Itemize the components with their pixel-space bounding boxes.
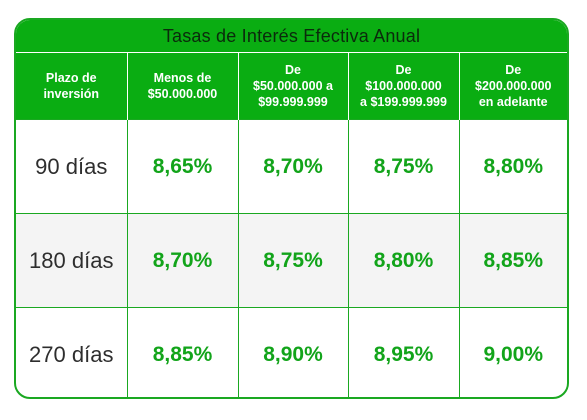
header-range-1: Menos de $50.000.000: [126, 53, 239, 120]
header-range-4: De $200.000.000 en adelante: [458, 53, 567, 120]
header-row: Plazo de inversión Menos de $50.000.000 …: [16, 53, 567, 120]
rate-cell: 8,80%: [458, 119, 567, 214]
rate-cell: 8,75%: [237, 213, 349, 308]
rate-cell: 8,75%: [347, 119, 460, 214]
table-row: 180 días 8,70% 8,75% 8,80% 8,85%: [16, 213, 567, 308]
header-range-2: De $50.000.000 a $99.999.999: [237, 53, 349, 120]
rate-cell: 8,65%: [126, 119, 239, 214]
rate-cell: 8,80%: [347, 213, 460, 308]
term-cell: 180 días: [16, 213, 128, 308]
rate-cell: 8,70%: [237, 119, 349, 214]
rate-cell: 8,85%: [458, 213, 567, 308]
rate-cell: 8,90%: [237, 307, 349, 397]
rate-cell: 9,00%: [458, 307, 567, 397]
table-row: 90 días 8,65% 8,70% 8,75% 8,80%: [16, 119, 567, 214]
term-cell: 270 días: [16, 307, 128, 397]
rate-cell: 8,95%: [347, 307, 460, 397]
table-row: 270 días 8,85% 8,90% 8,95% 9,00%: [16, 307, 567, 397]
term-cell: 90 días: [16, 119, 128, 214]
header-term: Plazo de inversión: [16, 53, 128, 120]
table-title: Tasas de Interés Efectiva Anual: [16, 20, 567, 53]
rate-cell: 8,85%: [126, 307, 239, 397]
interest-rate-table: Plazo de inversión Menos de $50.000.000 …: [16, 53, 567, 397]
rate-cell: 8,70%: [126, 213, 239, 308]
interest-rate-card: Tasas de Interés Efectiva Anual Plazo de…: [14, 18, 569, 399]
header-range-3: De $100.000.000 a $199.999.999: [347, 53, 460, 120]
